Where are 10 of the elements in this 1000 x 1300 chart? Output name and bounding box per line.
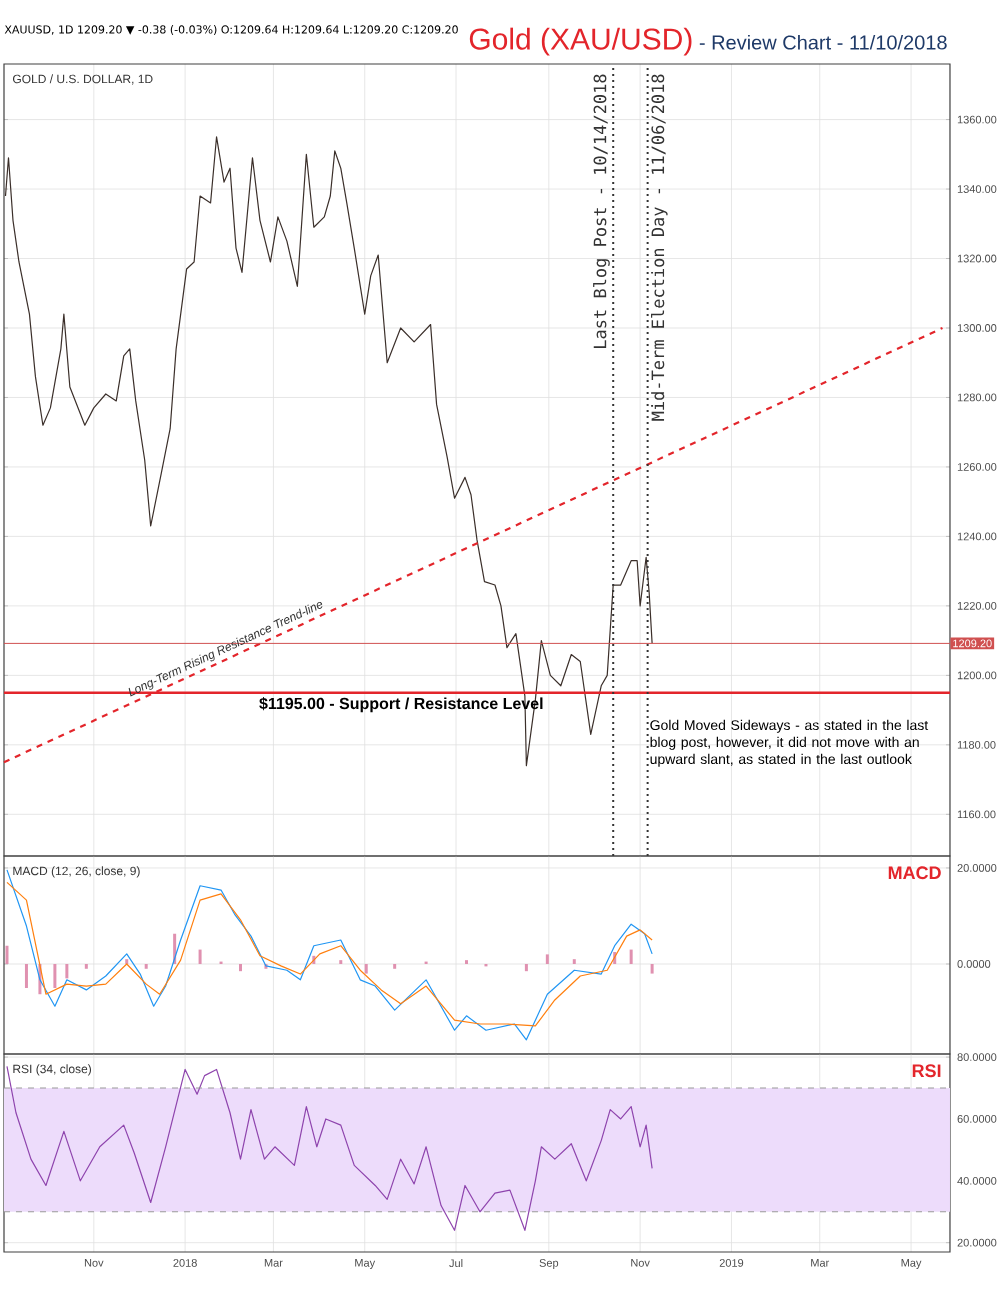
ref-line-label: Mid-Term Election Day - 11/06/2018: [651, 74, 668, 421]
chart-title: MACD: [888, 866, 941, 880]
line-series: [6, 869, 653, 1041]
line-series: [6, 881, 653, 1027]
chart-title: Gold (XAU/USD): [469, 27, 692, 56]
chart-subtitle: - Review Chart - 11/10/2018: [699, 34, 947, 50]
ref-line-label: $1195.00 - Support / Resistance Level: [259, 697, 543, 713]
chart-title: RSI: [912, 1064, 941, 1078]
ref-line-label: Last Blog Post - 10/14/2018: [593, 74, 610, 348]
line-series: [6, 1065, 653, 1231]
